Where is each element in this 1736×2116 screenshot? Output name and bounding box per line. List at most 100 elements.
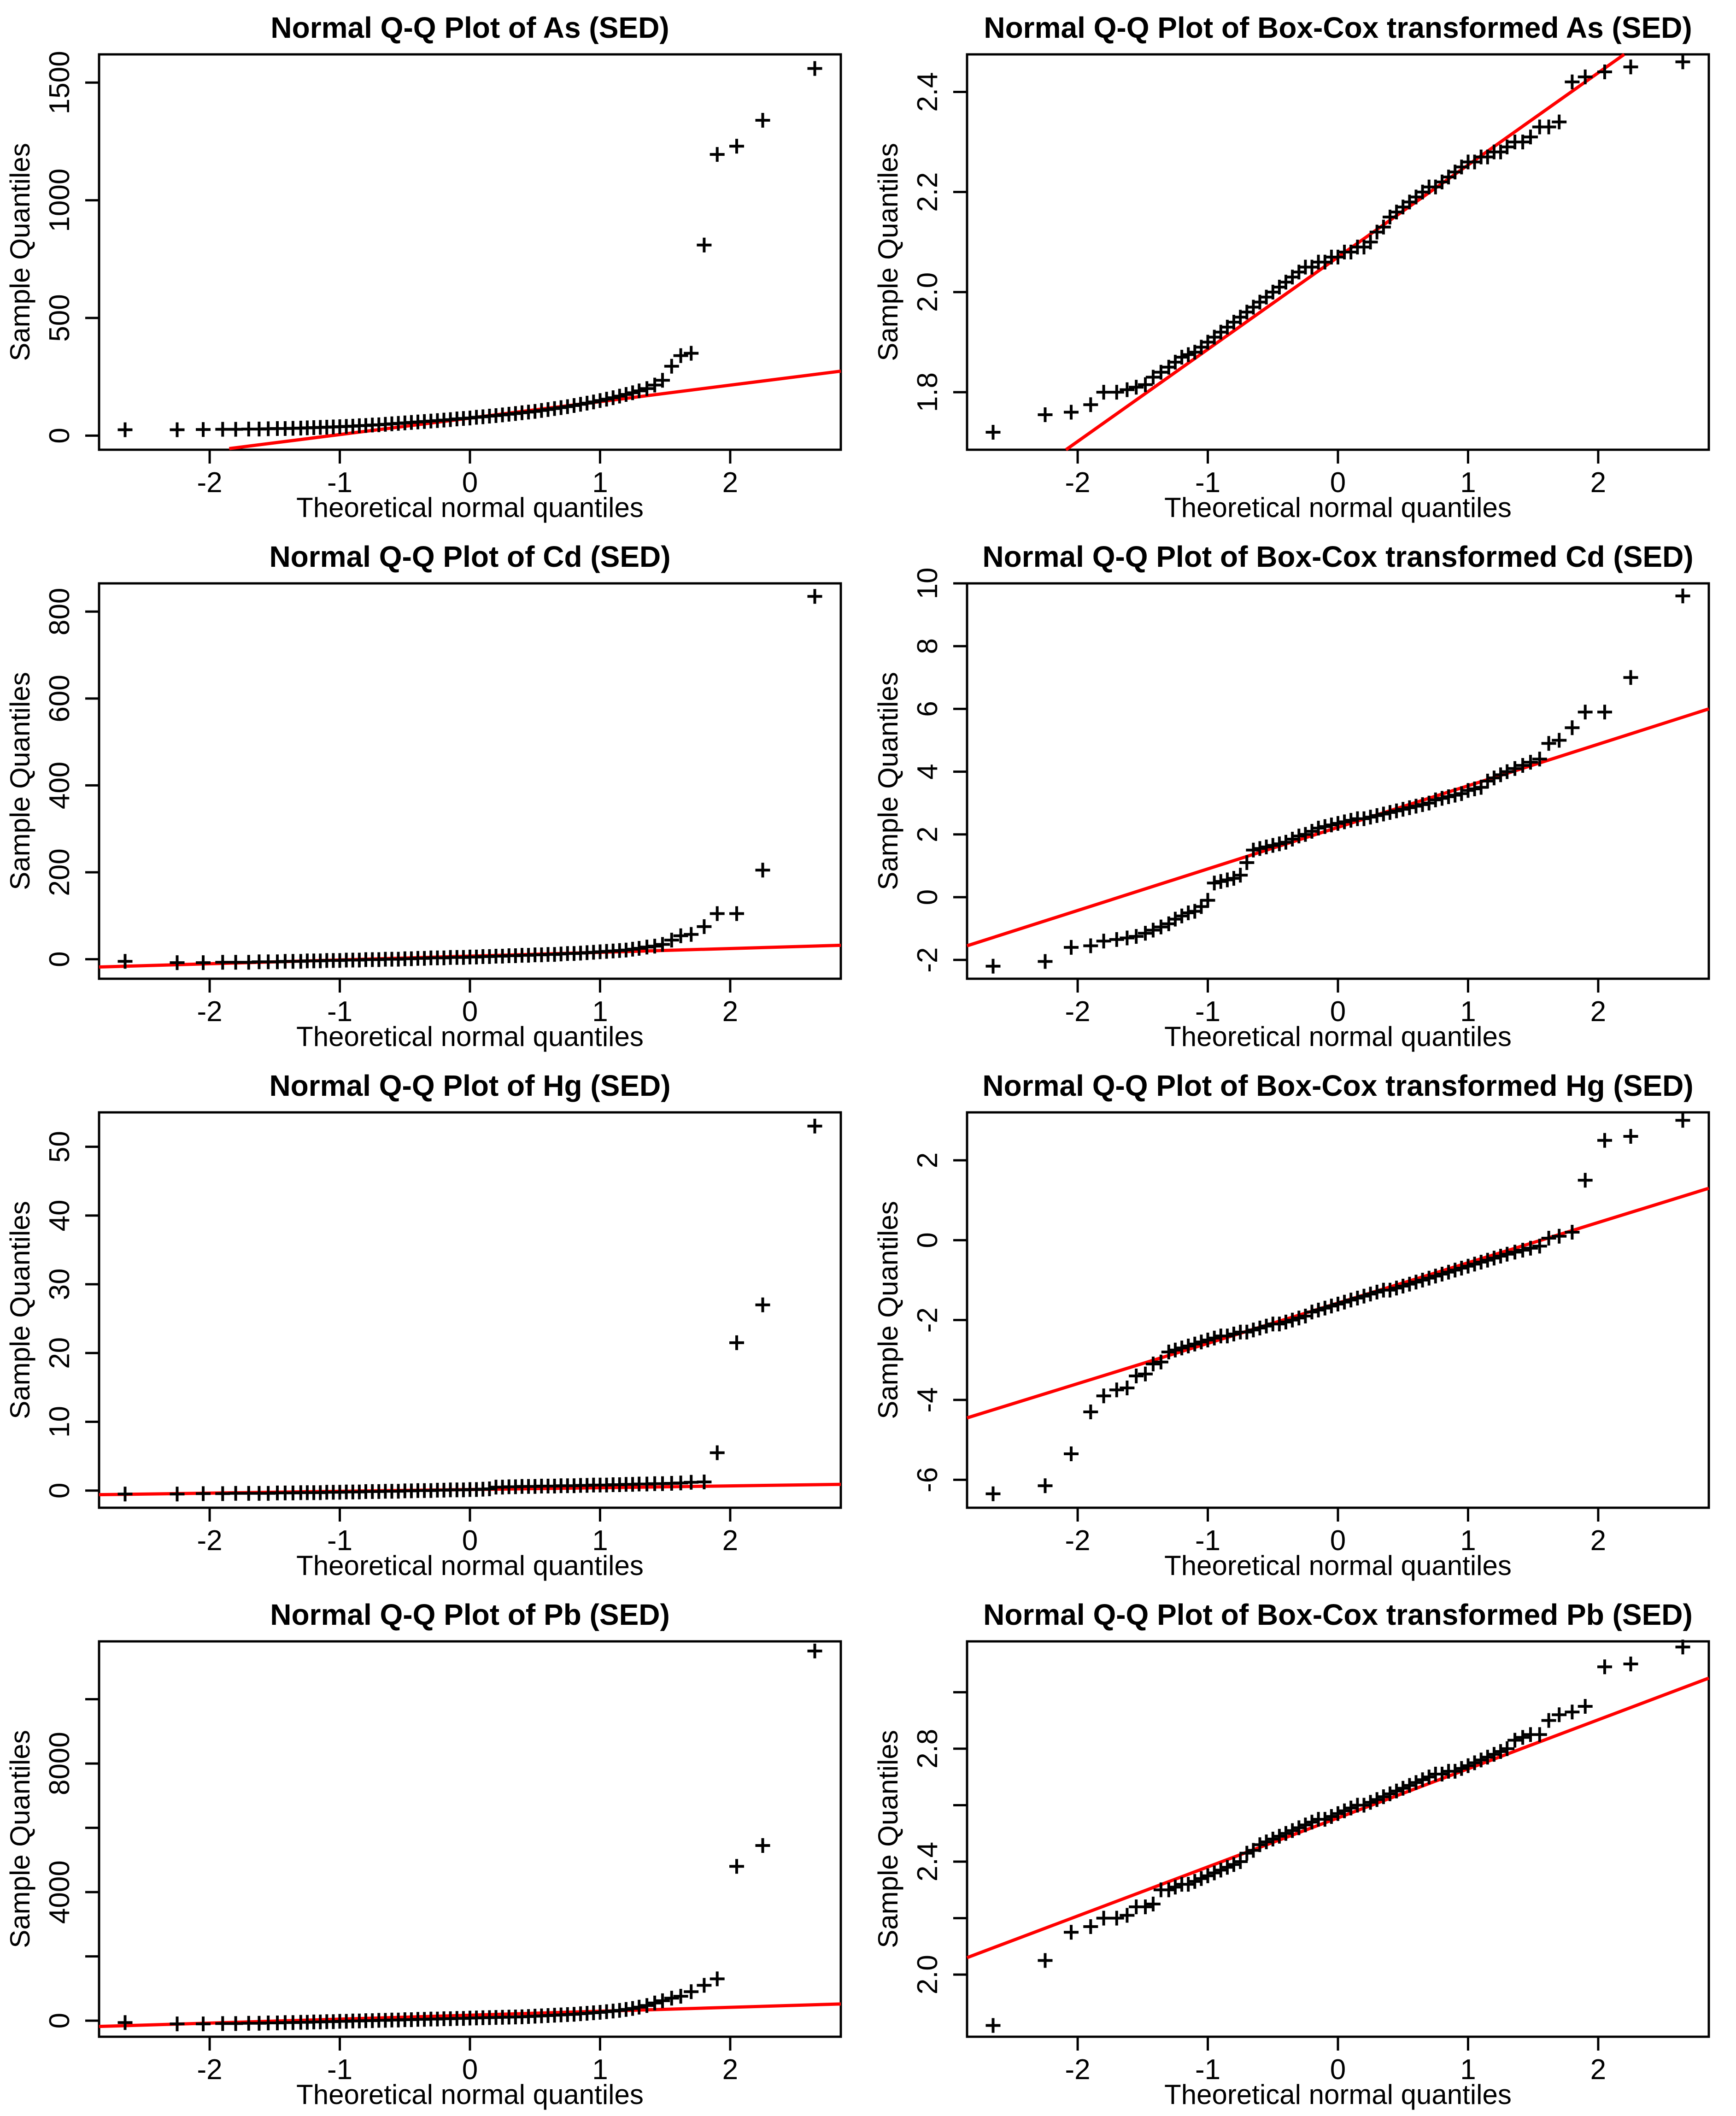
- x-tick-label: -2: [1065, 1525, 1091, 1557]
- x-tick-label: -2: [197, 1525, 223, 1557]
- plot-box: [966, 1640, 1710, 2038]
- y-tick-label: 2.2: [912, 172, 944, 212]
- qq-plot-canvas: Normal Q-Q Plot of Box-Cox transformed C…: [873, 540, 1710, 1052]
- y-axis-title: Sample Quantiles: [5, 143, 35, 361]
- y-tick-label: 0: [44, 951, 76, 967]
- y-tick-label: -2: [912, 1307, 944, 1333]
- y-tick-label: 0: [44, 2013, 76, 2028]
- x-tick-label: 1: [592, 2054, 608, 2086]
- plot-title: Normal Q-Q Plot of Box-Cox transformed H…: [982, 1069, 1693, 1102]
- x-tick-label: 2: [722, 1525, 738, 1557]
- y-tick-label: -4: [912, 1387, 944, 1412]
- y-tick-label: 0: [44, 428, 76, 443]
- y-tick-label: 8000: [44, 1732, 76, 1795]
- plot-title: Normal Q-Q Plot of Box-Cox transformed A…: [984, 11, 1692, 44]
- y-tick-label: 2.0: [912, 272, 944, 312]
- x-tick-label: -1: [327, 1525, 352, 1557]
- y-tick-label: 2.8: [912, 1729, 944, 1769]
- qq-plot-pb-sed: Normal Q-Q Plot of Pb (SED) -2 -1 0 1 2 0 4000 8…: [0, 1587, 868, 2116]
- y-tick-label: 1000: [44, 169, 76, 232]
- y-tick-label: -2: [912, 947, 944, 973]
- x-tick-label: 0: [462, 1525, 478, 1557]
- qq-plot-canvas: Normal Q-Q Plot of Cd (SED) -2 -1 0 1 2 0 200 40…: [5, 540, 842, 1052]
- y-tick-label: 2.0: [912, 1955, 944, 1994]
- y-tick-label: 10: [44, 1406, 76, 1438]
- y-tick-label: 8: [912, 638, 944, 654]
- plot-box: [98, 582, 842, 980]
- x-tick-label: -2: [197, 996, 223, 1028]
- qq-plot-as-sed: Normal Q-Q Plot of As (SED) -2 -1 0 1 2 0 500 10…: [0, 0, 868, 529]
- plot-title: Normal Q-Q Plot of Box-Cox transformed P…: [983, 1598, 1693, 1631]
- x-axis-title: Theoretical normal quantiles: [296, 492, 644, 523]
- qq-points: [985, 588, 1690, 974]
- x-tick-label: -1: [1195, 2054, 1220, 2086]
- x-tick-label: -1: [1195, 467, 1220, 499]
- qq-points: [117, 1118, 822, 1502]
- y-tick-label: 4: [912, 764, 944, 779]
- x-tick-label: -2: [197, 2054, 223, 2086]
- plot-title: Normal Q-Q Plot of Cd (SED): [269, 540, 670, 573]
- y-tick-label: 0: [44, 1482, 76, 1498]
- x-tick-label: -1: [1195, 1525, 1220, 1557]
- y-tick-label: 10: [912, 568, 944, 600]
- y-tick-label: 1500: [44, 51, 76, 114]
- x-tick-label: 0: [462, 996, 478, 1028]
- x-tick-label: 0: [1330, 467, 1346, 499]
- qq-plot-canvas: Normal Q-Q Plot of As (SED) -2 -1 0 1 2 0 500 10…: [5, 11, 842, 523]
- x-tick-label: -2: [1065, 467, 1091, 499]
- y-axis-title: Sample Quantiles: [5, 672, 35, 890]
- y-tick-label: 0: [912, 1232, 944, 1248]
- x-tick-label: 1: [1460, 996, 1476, 1028]
- x-tick-label: 1: [592, 996, 608, 1028]
- y-tick-label: 30: [44, 1269, 76, 1300]
- x-axis-title: Theoretical normal quantiles: [1164, 2079, 1512, 2110]
- x-tick-label: -1: [327, 467, 352, 499]
- y-axis-title: Sample Quantiles: [5, 1201, 35, 1419]
- y-tick-label: 800: [44, 588, 76, 635]
- x-tick-label: 2: [722, 467, 738, 499]
- qq-plot-hg-sed: Normal Q-Q Plot of Hg (SED) -2 -1 0 1 2 0 10 20 3…: [0, 1058, 868, 1587]
- plot-box: [98, 1640, 842, 2038]
- y-tick-label: 4000: [44, 1860, 76, 1924]
- x-tick-label: -2: [1065, 996, 1091, 1028]
- y-tick-label: 50: [44, 1131, 76, 1163]
- qq-plot-canvas: Normal Q-Q Plot of Pb (SED) -2 -1 0 1 2 0 4000 8…: [5, 1598, 842, 2110]
- qq-points: [117, 1643, 822, 2032]
- y-tick-label: 2: [912, 1152, 944, 1168]
- qq-points: [985, 1113, 1690, 1501]
- y-tick-label: 2.4: [912, 1842, 944, 1881]
- qq-plot-cd-sed: Normal Q-Q Plot of Cd (SED) -2 -1 0 1 2 0 200 40…: [0, 529, 868, 1058]
- x-tick-label: 2: [1590, 1525, 1606, 1557]
- y-tick-label: 0: [912, 889, 944, 905]
- x-axis-title: Theoretical normal quantiles: [296, 1550, 644, 1581]
- plot-box: [98, 53, 842, 451]
- x-tick-label: 0: [1330, 2054, 1346, 2086]
- plot-title: Normal Q-Q Plot of Box-Cox transformed C…: [982, 540, 1693, 573]
- y-tick-label: 500: [44, 294, 76, 341]
- plot-title: Normal Q-Q Plot of As (SED): [270, 11, 669, 44]
- x-axis-title: Theoretical normal quantiles: [296, 1021, 644, 1052]
- x-tick-label: 2: [722, 2054, 738, 2086]
- y-tick-label: 2: [912, 827, 944, 842]
- x-axis-title: Theoretical normal quantiles: [296, 2079, 644, 2110]
- y-tick-label: 200: [44, 848, 76, 896]
- x-tick-label: 2: [1590, 467, 1606, 499]
- qq-plot-boxcox-cd-sed: Normal Q-Q Plot of Box-Cox transformed C…: [868, 529, 1736, 1058]
- y-tick-label: 400: [44, 762, 76, 809]
- y-tick-label: 6: [912, 701, 944, 717]
- x-tick-label: 1: [592, 467, 608, 499]
- qq-points: [985, 1640, 1690, 2033]
- qq-points: [117, 589, 822, 970]
- qq-plot-boxcox-hg-sed: Normal Q-Q Plot of Box-Cox transformed H…: [868, 1058, 1736, 1587]
- x-tick-label: -1: [327, 2054, 352, 2086]
- x-tick-label: 1: [1460, 1525, 1476, 1557]
- y-axis-title: Sample Quantiles: [873, 1730, 903, 1948]
- y-axis-title: Sample Quantiles: [873, 143, 903, 361]
- y-axis-title: Sample Quantiles: [873, 672, 903, 890]
- plot-title: Normal Q-Q Plot of Pb (SED): [270, 1598, 670, 1631]
- x-tick-label: 0: [462, 2054, 478, 2086]
- x-tick-label: 2: [1590, 996, 1606, 1028]
- y-tick-label: -6: [912, 1467, 944, 1493]
- plot-box: [966, 582, 1710, 980]
